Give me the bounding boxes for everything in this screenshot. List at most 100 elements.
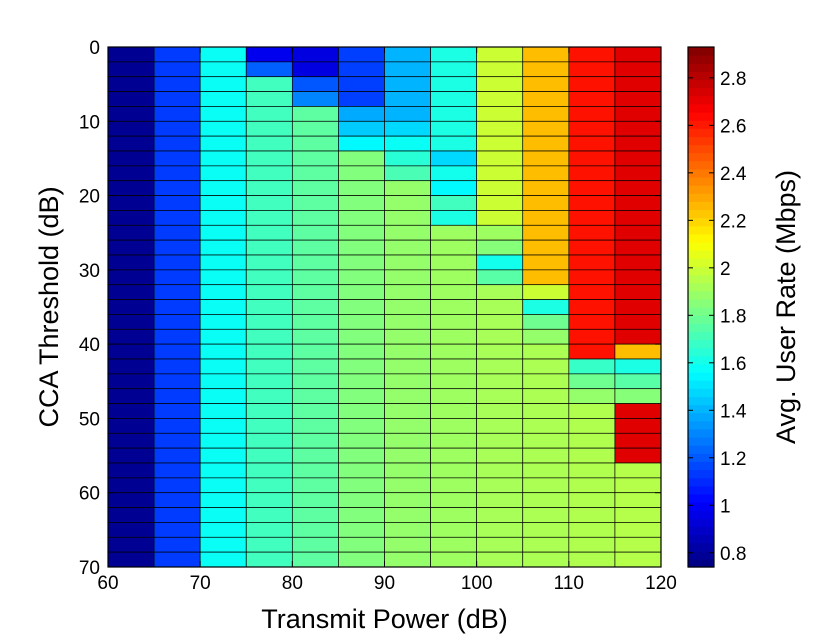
heatmap-cell xyxy=(522,447,570,464)
colorbar-tick-label: 2 xyxy=(720,259,731,280)
heatmap-cell xyxy=(430,551,478,568)
colorbar-tick-label: 2.2 xyxy=(720,211,746,232)
heatmap-cell xyxy=(522,195,570,211)
colorbar-band xyxy=(688,558,714,568)
heatmap-cell xyxy=(199,418,247,434)
colorbar-band xyxy=(688,453,714,462)
heatmap-cell xyxy=(291,403,339,419)
heatmap-cell xyxy=(568,76,616,92)
heatmap-cell xyxy=(430,106,478,122)
heatmap-cell xyxy=(153,135,201,152)
heatmap-cell xyxy=(522,462,570,479)
heatmap-cell xyxy=(153,432,201,449)
heatmap-cell xyxy=(430,492,478,508)
heatmap-cell xyxy=(338,418,385,434)
heatmap-cell xyxy=(338,343,385,360)
heatmap-cell xyxy=(153,462,201,479)
colorbar-band xyxy=(688,242,714,251)
x-axis: 60 70 80 90 100 110 120 xyxy=(97,47,677,594)
heatmap-cell xyxy=(199,135,247,152)
heatmap-cell xyxy=(430,150,478,167)
heatmap-cell xyxy=(522,418,570,434)
heatmap-cell xyxy=(614,373,662,390)
heatmap-cell xyxy=(338,180,385,196)
heatmap-cell xyxy=(199,91,247,107)
heatmap-cell xyxy=(430,418,478,434)
colorbar-band xyxy=(688,315,714,324)
heatmap-cell xyxy=(107,106,155,122)
heatmap-cell xyxy=(107,46,155,63)
heatmap-cell xyxy=(153,106,201,122)
heatmap-cell xyxy=(614,507,662,523)
heatmap-cell xyxy=(291,239,339,256)
heatmap-cell xyxy=(568,388,616,404)
heatmap-cell xyxy=(291,224,339,241)
heatmap-cell xyxy=(338,61,385,78)
heatmap-cell xyxy=(245,210,293,226)
heatmap-cell xyxy=(384,403,431,419)
heatmap-cell xyxy=(291,522,339,538)
heatmap-cell xyxy=(568,328,616,345)
heatmap-cell xyxy=(338,314,385,330)
heatmap-cell xyxy=(199,492,247,508)
heatmap-cell xyxy=(568,358,616,375)
heatmap-cell xyxy=(384,239,431,256)
heatmap-cell xyxy=(338,388,385,404)
heatmap-cell xyxy=(614,403,662,419)
colorbar-band xyxy=(688,55,714,64)
colorbar-band xyxy=(688,445,714,454)
colorbar-frame xyxy=(687,46,715,568)
heatmap-cell xyxy=(384,120,431,137)
colorbar-band xyxy=(688,290,714,300)
heatmap-cell xyxy=(153,373,201,390)
heatmap-cell xyxy=(107,536,155,553)
heatmap-cell xyxy=(522,358,570,375)
heatmap-cell xyxy=(338,195,385,211)
heatmap-cell xyxy=(291,150,339,167)
heatmap-cell xyxy=(476,477,524,494)
heatmap-cell xyxy=(430,91,478,107)
heatmap-cell xyxy=(338,135,385,152)
colorbar-band xyxy=(688,209,714,219)
heatmap-cell xyxy=(430,314,478,330)
heatmap-cells xyxy=(107,46,662,568)
colorbar-band xyxy=(688,307,714,316)
heatmap-cell xyxy=(338,46,385,63)
x-tick-label: 120 xyxy=(645,573,677,594)
y-tick-label: 60 xyxy=(79,484,100,505)
heatmap-cell xyxy=(199,462,247,479)
heatmap-cell xyxy=(107,61,155,78)
heatmap-cell xyxy=(430,239,478,256)
heatmap-cell xyxy=(568,432,616,449)
heatmap-cell xyxy=(153,120,201,137)
heatmap-cell xyxy=(614,343,662,360)
heatmap-cell xyxy=(245,373,293,390)
heatmap-cell xyxy=(384,150,431,167)
colorbar-band xyxy=(688,168,714,178)
heatmap-cell xyxy=(291,507,339,523)
heatmap-cell xyxy=(522,165,570,182)
y-tick-label: 20 xyxy=(79,187,100,208)
heatmap-cell xyxy=(338,106,385,122)
heatmap-cell xyxy=(245,46,293,63)
heatmap-cell xyxy=(245,477,293,494)
heatmap-cell xyxy=(476,418,524,434)
heatmap-cell xyxy=(291,269,339,286)
heatmap-cell xyxy=(476,536,524,553)
heatmap-cell xyxy=(522,239,570,256)
heatmap-cell xyxy=(568,91,616,107)
heatmap-cell xyxy=(476,432,524,449)
colorbar-band xyxy=(688,274,714,284)
heatmap-cell xyxy=(522,210,570,226)
heatmap-cell xyxy=(476,269,524,286)
heatmap-cell xyxy=(338,210,385,226)
heatmap-cell xyxy=(199,522,247,538)
heatmap-cell xyxy=(245,224,293,241)
heatmap-cell xyxy=(107,299,155,315)
heatmap-cell xyxy=(384,76,431,92)
heatmap-cell xyxy=(430,46,478,63)
heatmap-cell xyxy=(291,210,339,226)
heatmap-cell xyxy=(384,165,431,182)
heatmap-cell xyxy=(384,299,431,315)
heatmap-cell xyxy=(153,314,201,330)
